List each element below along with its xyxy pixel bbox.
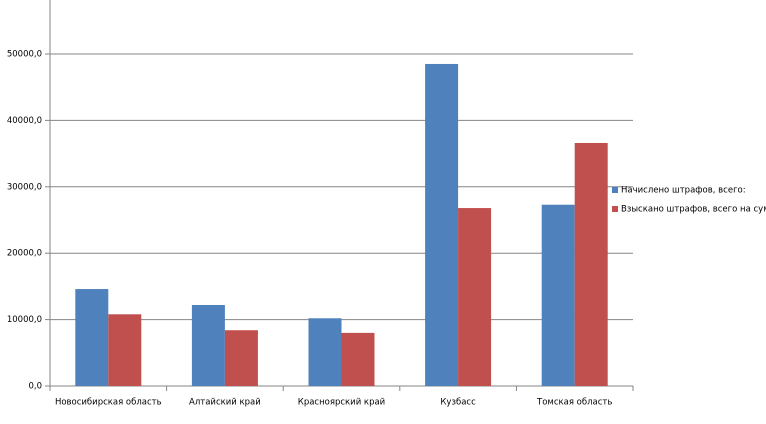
x-tick-label: Новосибирская область [55, 398, 162, 408]
bar [341, 332, 375, 386]
y-tick-label: 10000,0 [7, 315, 42, 325]
bar [574, 142, 608, 386]
y-tick-label: 50000,0 [7, 50, 42, 60]
legend-swatch [612, 187, 618, 193]
legend-swatch [612, 206, 618, 212]
bar [191, 304, 225, 386]
bar [458, 208, 492, 386]
x-tick-label: Томская область [536, 398, 612, 408]
y-tick-label: 0,0 [28, 382, 42, 392]
x-tick-label: Кузбасс [440, 398, 476, 408]
bar [75, 289, 109, 386]
legend-label: Взыскано штрафов, всего на сумму [621, 205, 766, 215]
bar [308, 318, 342, 386]
bar [108, 314, 142, 386]
x-tick-label: Алтайский край [189, 398, 261, 408]
y-tick-label: 20000,0 [7, 249, 42, 259]
y-tick-label: 30000,0 [7, 182, 42, 192]
bar [541, 204, 575, 386]
y-tick-label: 40000,0 [7, 116, 42, 126]
bar [425, 63, 459, 387]
x-tick-label: Красноярский край [298, 398, 385, 408]
legend-label: Начислено штрафов, всего: [621, 186, 746, 196]
bar [224, 330, 258, 386]
